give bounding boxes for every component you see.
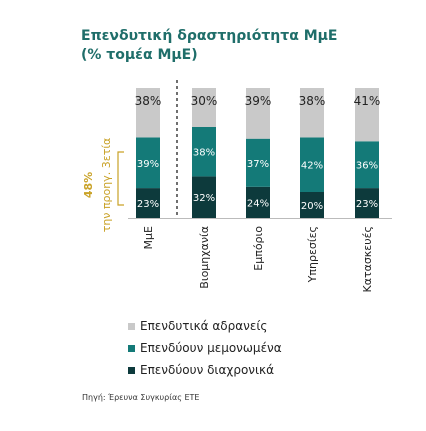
bar-segment-continuous [136,188,160,218]
annotation-value: 48% [82,172,95,198]
bar-segment-inactive [246,88,270,139]
bar-segment-inactive [300,88,324,138]
data-label-reduced: 42% [301,161,323,172]
bar-segment-reduced [300,137,324,192]
legend-label-reduced: Επενδύουν μεμονωμένα [140,341,282,355]
data-label-reduced: 37% [247,159,269,170]
annotation-bracket [117,151,124,206]
annotation-label: την προηγ. 3ετία [100,138,113,233]
legend-item-inactive: Επενδυτικά αδρανείς [128,315,282,337]
data-label-continuous: 20% [301,201,323,212]
bar-segment-continuous [355,188,379,218]
bar-segment-reduced [355,141,379,189]
legend-label-continuous: Επενδύουν διαχρονικά [140,363,275,377]
bar-segment-reduced [246,138,270,187]
data-label-continuous: 32% [193,193,215,204]
bar-segment-continuous [300,192,324,218]
data-label-reduced: 38% [193,148,215,159]
data-label-continuous: 23% [137,199,159,210]
bar-segment-continuous [246,186,270,218]
bar-segment-inactive [355,88,379,142]
data-label-inactive: 38% [135,94,162,108]
stacked-bar-chart: 23% 39% 38% ΜμΕ 32% 38% 30% Βιομηχανία 24% 37% 39%… [82,80,392,293]
data-label-inactive: 30% [191,94,218,108]
data-label-reduced: 39% [137,159,159,170]
data-label-inactive: 38% [299,94,326,108]
data-label-inactive: 41% [354,94,381,108]
legend-swatch-reduced [128,344,135,352]
category-label: Υπηρεσίες [306,226,319,283]
bar-segment-reduced [192,127,216,177]
bar-segment-reduced [136,137,160,189]
data-label-continuous: 24% [247,198,269,209]
data-label-inactive: 39% [245,94,272,108]
data-label-continuous: 23% [356,199,378,210]
legend: Επενδυτικά αδρανείς Επενδύουν μεμονωμένα… [128,315,282,381]
legend-swatch-inactive [128,322,135,330]
legend-swatch-continuous [128,366,135,374]
chart-title: Επενδυτική δραστηριότητα ΜμΕ [81,28,338,44]
category-label: Κατασκευές [361,226,374,293]
bar-segment-continuous [192,176,216,218]
bar-segment-inactive [192,88,216,127]
source-note: Πηγή: Έρευνα Συγκυρίας ΕΤΕ [82,393,200,402]
data-label-reduced: 36% [356,161,378,172]
category-label: Βιομηχανία [198,226,211,289]
legend-item-continuous: Επενδύουν διαχρονικά [128,359,282,381]
legend-label-inactive: Επενδυτικά αδρανείς [140,319,268,333]
chart-subtitle: (% τομέα ΜμΕ) [81,47,198,63]
category-label: Εμπόριο [252,226,265,271]
legend-item-reduced: Επενδύουν μεμονωμένα [128,337,282,359]
category-label: ΜμΕ [142,226,155,249]
bar-segment-inactive [136,88,160,138]
